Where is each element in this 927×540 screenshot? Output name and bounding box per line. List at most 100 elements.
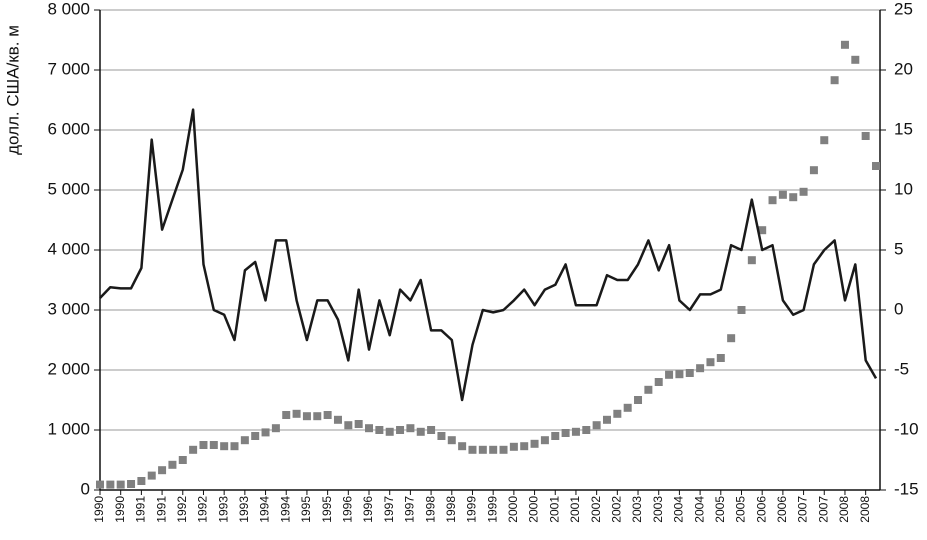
x-tick-label: 2002	[610, 496, 624, 523]
y2-tick-label: 10	[894, 179, 913, 198]
x-tick-label: 1996	[361, 496, 375, 523]
x-tick-label: 1991	[134, 496, 148, 523]
square-marker	[416, 427, 425, 436]
line-series	[99, 108, 878, 402]
x-tick-label: 1998	[444, 496, 458, 523]
square-marker	[613, 409, 622, 418]
square-marker	[116, 480, 125, 489]
square-marker	[840, 40, 849, 49]
square-marker	[333, 415, 342, 424]
y-tick-label: 8 000	[47, 0, 90, 18]
y-tick-label: 4 000	[47, 239, 90, 258]
y-tick-label: 6 000	[47, 119, 90, 138]
y-axis-label: долл. США/кв. м	[3, 25, 22, 155]
x-tick-label: 2006	[775, 496, 789, 523]
square-marker	[106, 480, 115, 489]
y2-tick-label: -10	[894, 419, 919, 438]
square-marker	[675, 370, 684, 379]
x-tick-label: 1994	[258, 496, 272, 523]
x-tick-label: 1991	[154, 496, 168, 523]
square-marker	[168, 460, 177, 469]
square-marker	[799, 187, 808, 196]
square-marker	[530, 439, 539, 448]
square-marker	[716, 354, 725, 362]
square-marker	[437, 432, 446, 440]
x-tick-label: 1995	[320, 496, 334, 523]
x-tick-label: 1999	[485, 496, 499, 523]
square-marker	[261, 428, 270, 437]
square-marker	[685, 369, 694, 377]
x-tick-label: 2008	[837, 496, 851, 523]
square-marker	[127, 480, 136, 488]
y-tick-label: 1 000	[47, 419, 90, 438]
square-marker	[665, 370, 674, 379]
x-tick-label: 2004	[672, 496, 686, 523]
y2-tick-label: -5	[894, 359, 909, 378]
square-marker	[758, 226, 767, 235]
square-marker	[375, 426, 384, 434]
square-marker	[189, 445, 198, 454]
y-tick-label: 5 000	[47, 179, 90, 198]
x-tick-label: 2002	[589, 496, 603, 523]
x-tick-label: 1990	[113, 496, 127, 523]
square-marker	[602, 415, 611, 424]
x-tick-label: 1992	[175, 496, 189, 523]
square-marker	[809, 166, 818, 175]
x-tick-label: 2003	[651, 496, 665, 523]
x-tick-label: 1995	[299, 496, 313, 523]
x-tick-label: 1999	[465, 496, 479, 523]
x-tick-label: 1994	[278, 496, 292, 523]
square-marker	[551, 432, 560, 440]
x-tick-label: 2000	[527, 496, 541, 523]
x-tick-label: 2000	[506, 496, 520, 523]
square-marker	[385, 427, 394, 436]
square-marker	[489, 445, 498, 454]
square-marker	[737, 306, 746, 314]
square-marker	[458, 442, 467, 451]
x-tick-label: 2007	[796, 496, 810, 523]
x-tick-label: 2001	[547, 496, 561, 523]
y-tick-label: 3 000	[47, 299, 90, 318]
x-tick-label: 1997	[403, 496, 417, 523]
y2-tick-label: 20	[894, 59, 913, 78]
square-marker	[540, 436, 549, 445]
y2-tick-label: -15	[894, 479, 919, 498]
square-marker	[96, 480, 104, 489]
square-marker	[582, 426, 591, 434]
square-marker	[199, 441, 208, 449]
square-marker	[509, 442, 518, 451]
square-marker	[396, 426, 405, 434]
square-marker	[292, 409, 301, 418]
square-marker	[654, 378, 663, 386]
square-marker	[178, 456, 187, 464]
square-marker	[323, 411, 332, 419]
square-marker	[137, 477, 146, 485]
y2-tick-label: 5	[894, 239, 903, 258]
x-tick-label: 2004	[692, 496, 706, 523]
square-marker	[230, 442, 239, 451]
square-marker	[696, 364, 705, 373]
square-marker	[271, 424, 280, 433]
square-marker	[240, 436, 249, 445]
square-marker	[851, 55, 860, 64]
square-marker	[820, 136, 829, 145]
square-marker	[872, 162, 880, 170]
square-marker	[644, 385, 653, 394]
square-marker	[778, 190, 787, 199]
y2-tick-label: 0	[894, 299, 903, 318]
square-marker	[302, 412, 311, 421]
square-marker	[209, 441, 218, 449]
square-marker	[499, 445, 508, 454]
x-tick-label: 1998	[423, 496, 437, 523]
square-marker	[147, 471, 156, 480]
square-marker	[313, 412, 322, 421]
square-marker	[158, 466, 167, 475]
square-marker	[623, 403, 632, 412]
square-marker	[747, 256, 756, 265]
square-marker	[592, 421, 601, 430]
square-marker	[727, 334, 736, 343]
square-marker	[251, 432, 260, 440]
square-marker	[365, 424, 374, 433]
square-marker	[789, 193, 798, 202]
